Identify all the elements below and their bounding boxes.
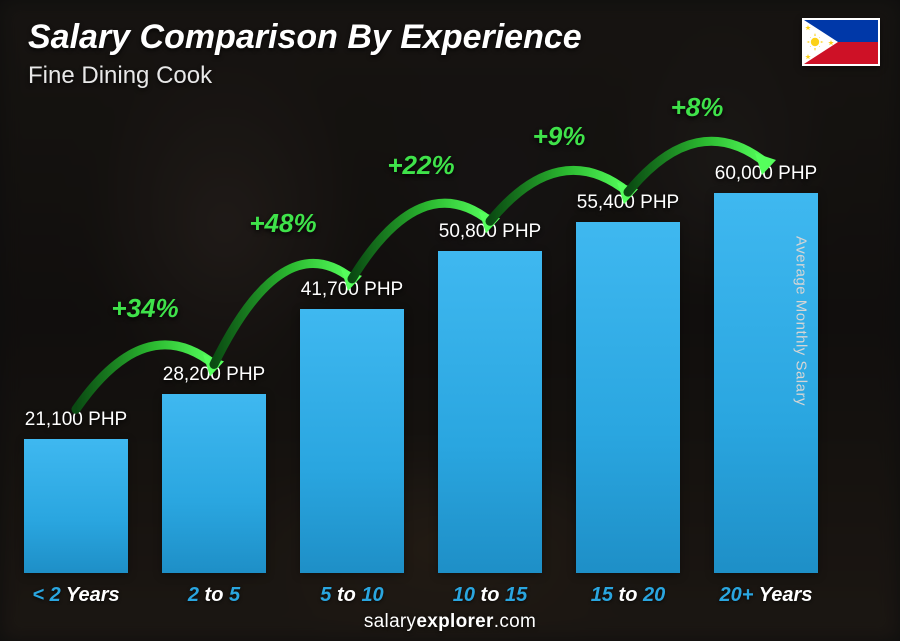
x-axis-label: 20+ Years [696,584,836,607]
chart-container: Salary Comparison By Experience Fine Din… [0,0,900,641]
x-axis-label: 15 to 20 [558,584,698,607]
flag-philippines [802,18,880,66]
pct-increase-label: +48% [223,208,343,239]
pct-increase-label: +9% [499,121,619,152]
watermark: salaryexplorer.com [0,611,900,633]
bar [162,394,266,573]
bar-value-label: 60,000 PHP [686,163,846,185]
x-axis-label: 5 to 10 [282,584,422,607]
pct-increase-label: +8% [637,92,757,123]
page-subtitle: Fine Dining Cook [28,62,212,90]
bar-value-label: 21,100 PHP [0,409,156,431]
bar [438,251,542,573]
bar-value-label: 41,700 PHP [272,279,432,301]
bar-value-label: 55,400 PHP [548,192,708,214]
bar-value-label: 28,200 PHP [134,364,294,386]
pct-increase-label: +22% [361,150,481,181]
watermark-prefix: salary [364,611,416,632]
pct-increase-label: +34% [85,293,205,324]
watermark-suffix: .com [494,611,536,632]
x-axis-label: < 2 Years [6,584,146,607]
bar-value-label: 50,800 PHP [410,221,570,243]
bar [300,309,404,573]
watermark-bold: explorer [416,611,493,632]
y-axis-label: Average Monthly Salary [793,236,810,406]
bar-chart: 21,100 PHP28,200 PHP+34%41,700 PHP+48%50… [22,100,850,573]
x-axis-label: 2 to 5 [144,584,284,607]
x-axis-label: 10 to 15 [420,584,560,607]
bar [24,439,128,573]
bar [576,222,680,573]
page-title: Salary Comparison By Experience [28,18,582,57]
